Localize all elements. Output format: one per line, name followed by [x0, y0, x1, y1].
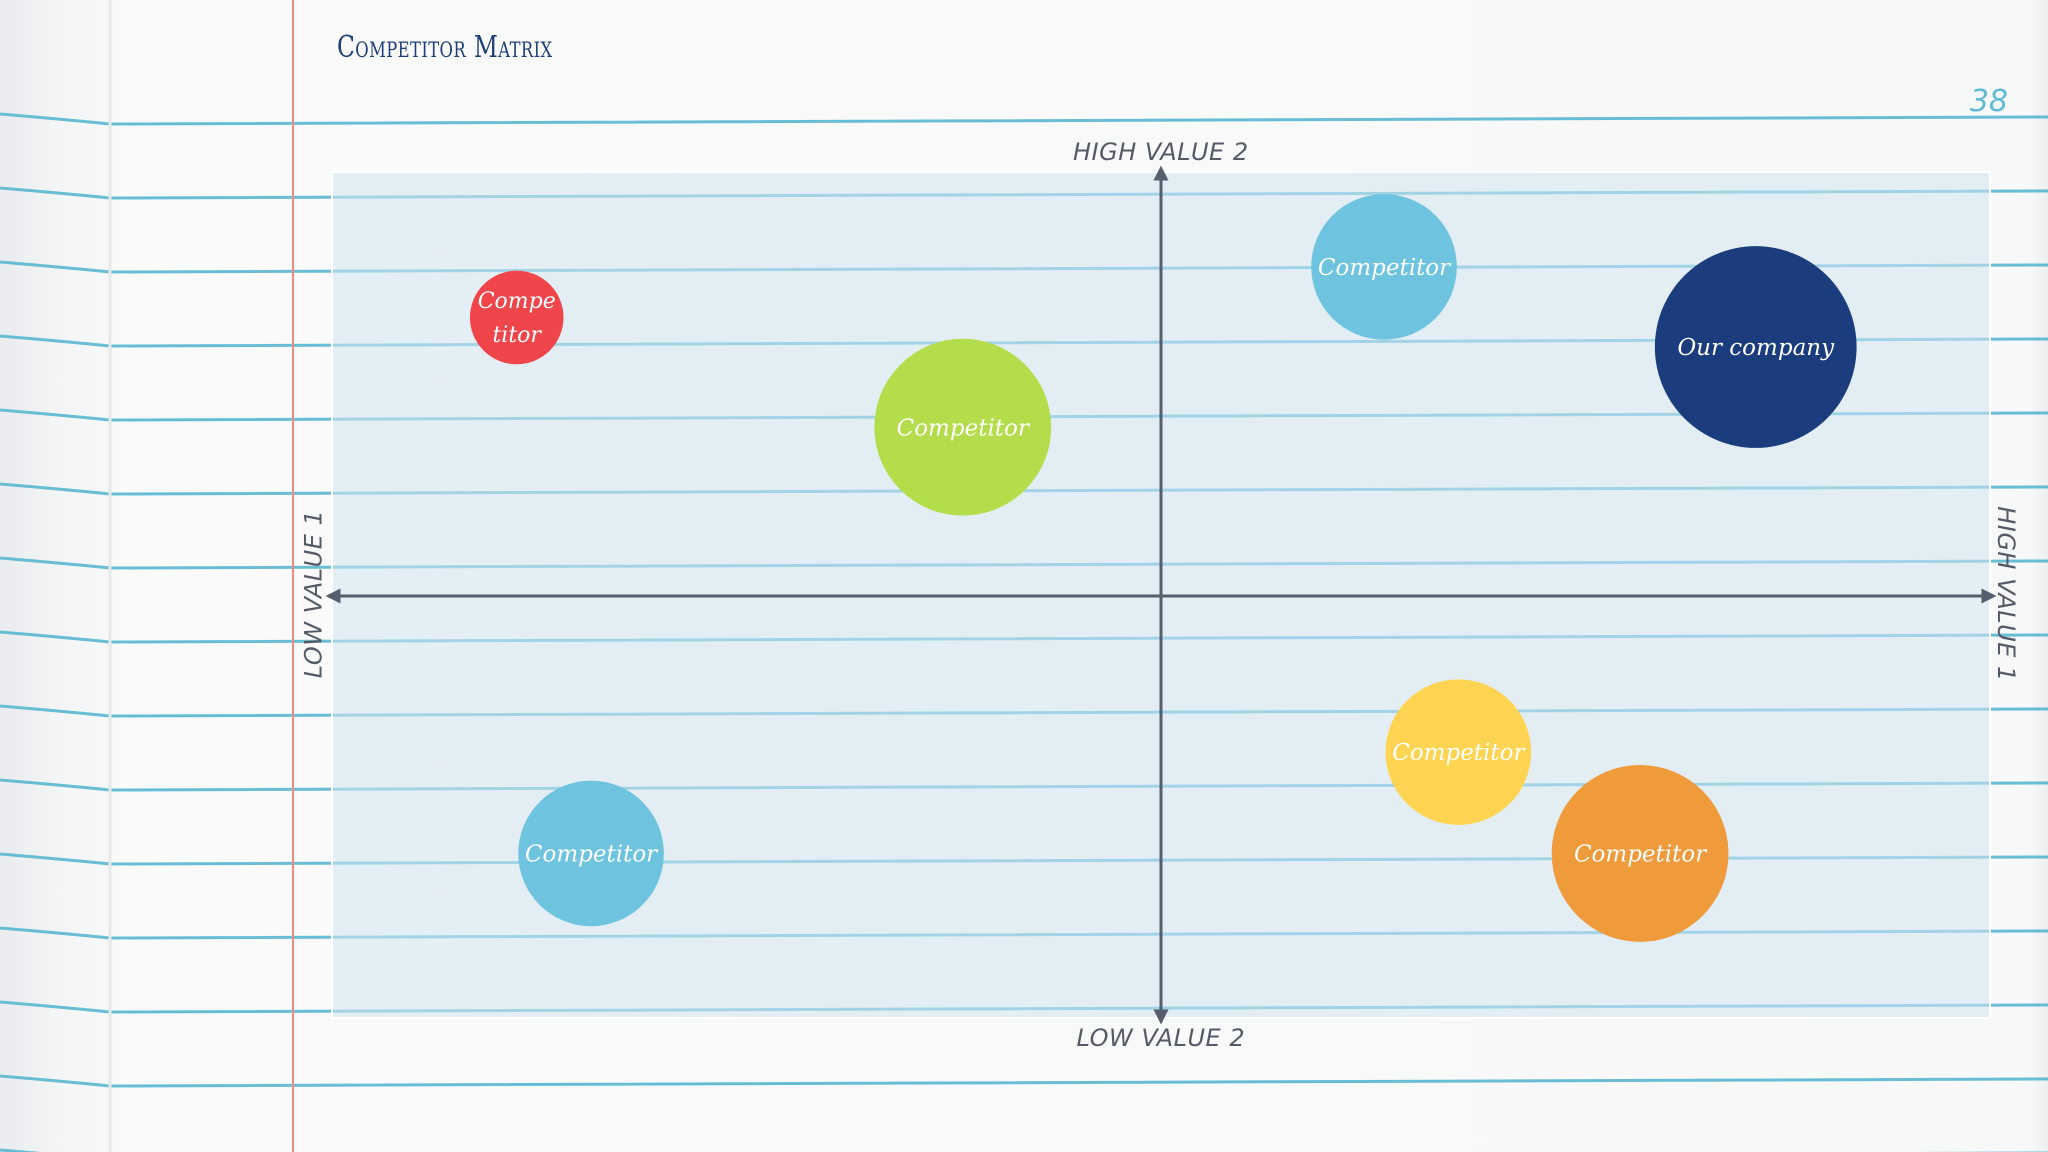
- bubble-4: Our company: [1654, 246, 1857, 448]
- ruled-line: [0, 778, 2048, 792]
- bubble-label: Competitor: [1318, 255, 1452, 281]
- bubble-label: Compe: [478, 289, 556, 314]
- ruled-line: [0, 408, 2048, 422]
- bubble-2: Competitor: [874, 338, 1052, 516]
- ruled-lines: [0, 112, 2048, 1152]
- bubble-label: titor: [492, 323, 542, 348]
- ruled-line: [0, 1148, 2048, 1152]
- bubble-1: Compe titor: [469, 270, 564, 365]
- bubble-label: Competitor: [1574, 841, 1708, 867]
- bubble-circle: [518, 780, 664, 927]
- ruled-line: [0, 186, 2048, 200]
- axis-label-top: HIGH VALUE 2: [1073, 138, 1249, 166]
- axis-label-bottom: LOW VALUE 2: [1076, 1024, 1246, 1052]
- bubble-circle: [874, 338, 1052, 516]
- bubble-circle: [1551, 765, 1729, 942]
- page-number: 38: [1969, 84, 2008, 119]
- ruled-line: [0, 260, 2048, 274]
- bubble-label: Competitor: [897, 415, 1031, 441]
- bubble-circle: [1311, 194, 1457, 340]
- slide-title: Competitor Matrix: [337, 30, 553, 65]
- bubble-3: Competitor: [1311, 194, 1457, 340]
- ruled-line: [0, 334, 2048, 348]
- bubble-label: Competitor: [525, 841, 659, 867]
- ruled-line: [0, 704, 2048, 718]
- ruled-line: [0, 926, 2048, 940]
- bubble-5: Competitor: [1385, 679, 1532, 825]
- bubble-label: Competitor: [1392, 740, 1526, 766]
- ruled-line: [0, 1000, 2048, 1014]
- bubble-circle: [1654, 246, 1857, 448]
- ruled-line: [0, 630, 2048, 644]
- bubble-7: Competitor: [518, 780, 664, 927]
- bubble-label: Our company: [1677, 335, 1835, 361]
- ruled-line: [0, 112, 2048, 126]
- ruled-line: [0, 852, 2048, 866]
- bubble-circle: [469, 270, 564, 365]
- ruled-line: [0, 556, 2048, 570]
- bubble-6: Competitor: [1551, 765, 1729, 942]
- ruled-line: [0, 1074, 2048, 1088]
- bubble-circle: [1385, 679, 1532, 825]
- ruled-line: [0, 482, 2048, 496]
